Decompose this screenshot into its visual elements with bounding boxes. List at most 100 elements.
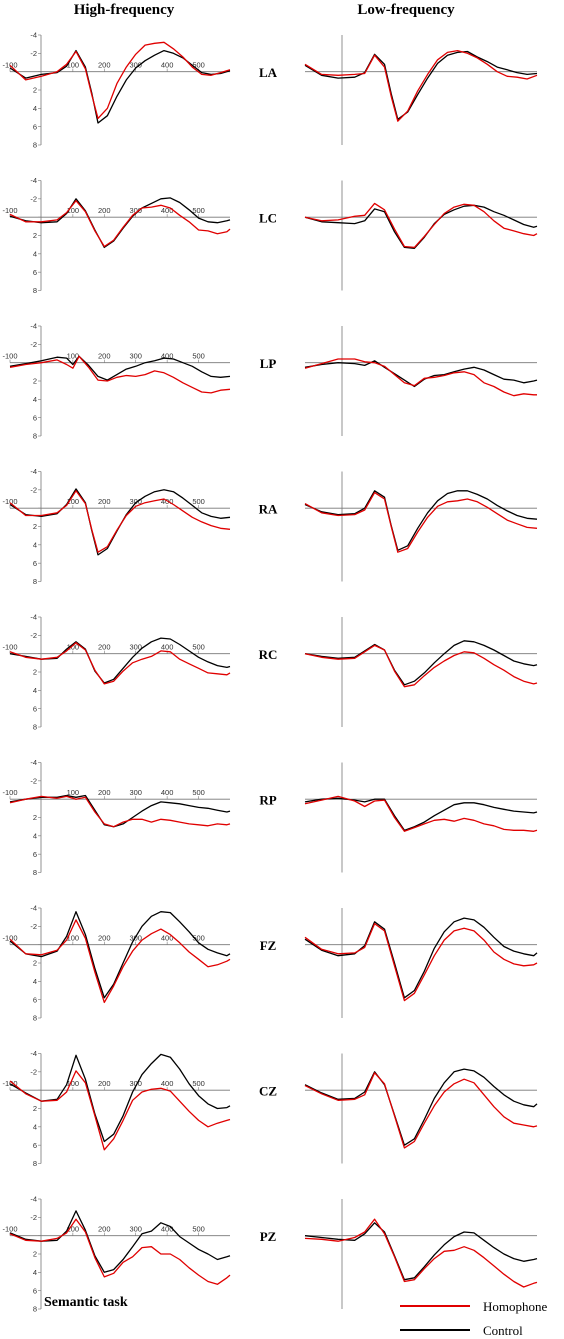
x-tick-label: 300 — [129, 1225, 142, 1234]
electrode-label: RA — [259, 502, 278, 517]
series-line-control — [304, 917, 538, 999]
y-tick-label: 2 — [33, 377, 37, 386]
x-tick-label: 300 — [129, 352, 142, 361]
x-tick-label: 100 — [67, 1079, 80, 1088]
panel-rc-high: -4 -2 2 4 6 8 -100 100 200 300 400 500 — [2, 613, 231, 732]
series-line-control — [304, 360, 538, 388]
series-line-homophone — [9, 1070, 231, 1151]
series-line-control — [9, 1053, 231, 1143]
x-tick-label: 100 — [67, 934, 80, 943]
electrode-label: LP — [260, 356, 277, 371]
x-tick-label: 500 — [192, 61, 205, 70]
y-tick-label: 8 — [33, 723, 37, 732]
y-tick-label: 4 — [33, 104, 37, 113]
series-line-control — [9, 49, 231, 124]
panel-fz-high: -4 -2 2 4 6 8 -100 100 200 300 400 500 — [2, 904, 231, 1023]
x-tick-label: -100 — [2, 61, 17, 70]
x-tick-label: 400 — [161, 61, 174, 70]
y-tick-label: -4 — [30, 467, 37, 476]
x-tick-label: -100 — [2, 1225, 17, 1234]
y-tick-label: 2 — [33, 522, 37, 531]
y-tick-label: 4 — [33, 395, 37, 404]
panel-pz-high: -4 -2 2 4 6 8 -100 100 200 300 400 500 — [2, 1195, 231, 1314]
y-tick-label: 2 — [33, 959, 37, 968]
x-tick-label: 400 — [161, 788, 174, 797]
series-line-control — [9, 911, 231, 999]
series-line-homophone — [9, 642, 231, 685]
x-tick-label: 400 — [161, 643, 174, 652]
x-tick-label: 200 — [98, 497, 111, 506]
y-tick-label: -4 — [30, 176, 37, 185]
x-tick-label: -100 — [2, 352, 17, 361]
panel-rp-low — [304, 762, 538, 873]
electrode-label: LA — [259, 65, 278, 80]
y-tick-label: 6 — [33, 413, 37, 422]
x-tick-label: 400 — [161, 1225, 174, 1234]
y-tick-label: 8 — [33, 868, 37, 877]
y-tick-label: 8 — [33, 1014, 37, 1023]
series-line-control — [9, 637, 231, 684]
y-tick-label: 6 — [33, 268, 37, 277]
series-line-homophone — [9, 200, 231, 248]
x-tick-label: 200 — [98, 1079, 111, 1088]
legend-control-label: Control — [483, 1323, 523, 1338]
y-tick-label: 2 — [33, 86, 37, 95]
series-line-control — [304, 640, 538, 686]
series-line-homophone — [304, 922, 538, 1002]
electrode-label: LC — [259, 211, 277, 226]
panel-cz-low — [304, 1053, 538, 1164]
series-line-control — [9, 355, 231, 381]
x-tick-label: 100 — [67, 1225, 80, 1234]
panel-pz-low — [304, 1199, 538, 1309]
x-tick-label: 400 — [161, 934, 174, 943]
y-tick-label: 2 — [33, 1104, 37, 1113]
y-tick-label: 4 — [33, 686, 37, 695]
y-tick-label: 2 — [33, 1250, 37, 1259]
x-tick-label: 200 — [98, 206, 111, 215]
series-line-control — [9, 1210, 231, 1273]
series-line-homophone — [304, 358, 537, 397]
y-tick-label: 6 — [33, 1286, 37, 1295]
series-line-homophone — [9, 355, 231, 394]
x-tick-label: 300 — [129, 1079, 142, 1088]
panel-lp-low — [304, 326, 538, 436]
y-tick-label: 6 — [33, 995, 37, 1004]
y-tick-label: 4 — [33, 977, 37, 986]
panel-lc-low — [304, 180, 538, 291]
x-tick-label: 500 — [192, 643, 205, 652]
x-tick-label: 400 — [161, 1079, 174, 1088]
x-tick-label: 500 — [192, 497, 205, 506]
x-tick-label: 400 — [161, 497, 174, 506]
y-tick-label: -2 — [30, 485, 37, 494]
series-line-homophone — [9, 41, 231, 120]
left-column-title: High-frequency — [74, 2, 175, 18]
x-tick-label: -100 — [2, 1079, 17, 1088]
panel-lp-high: -4 -2 2 4 6 8 -100 100 200 300 400 500 — [2, 322, 231, 441]
series-line-homophone — [304, 49, 538, 122]
panel-la-high: -4 -2 2 4 6 8 -100 100 200 300 400 500 — [2, 31, 231, 150]
right-column-title: Low-frequency — [357, 2, 455, 18]
y-tick-label: 6 — [33, 704, 37, 713]
x-tick-label: 400 — [161, 352, 174, 361]
panels-group: -4 -2 2 4 6 8 -100 100 200 300 400 500 LA -4 -2 2 4 6 8 -10… — [2, 31, 538, 1314]
x-tick-label: 400 — [161, 206, 174, 215]
x-tick-label: 100 — [67, 497, 80, 506]
panel-fz-low — [304, 908, 538, 1018]
y-tick-label: 4 — [33, 540, 37, 549]
x-tick-label: 100 — [67, 788, 80, 797]
y-tick-label: -2 — [30, 1067, 37, 1076]
y-tick-label: -2 — [30, 922, 37, 931]
legend-homophone-label: Homophone — [483, 1299, 548, 1314]
x-tick-label: 500 — [192, 352, 205, 361]
series-line-homophone — [9, 795, 231, 828]
x-tick-label: 100 — [67, 352, 80, 361]
y-tick-label: 6 — [33, 559, 37, 568]
series-line-control — [9, 794, 231, 828]
x-tick-label: 200 — [98, 788, 111, 797]
x-tick-label: -100 — [2, 206, 17, 215]
x-tick-label: 500 — [192, 206, 205, 215]
y-tick-label: -2 — [30, 340, 37, 349]
y-tick-label: 4 — [33, 249, 37, 258]
electrode-label: FZ — [260, 938, 277, 953]
